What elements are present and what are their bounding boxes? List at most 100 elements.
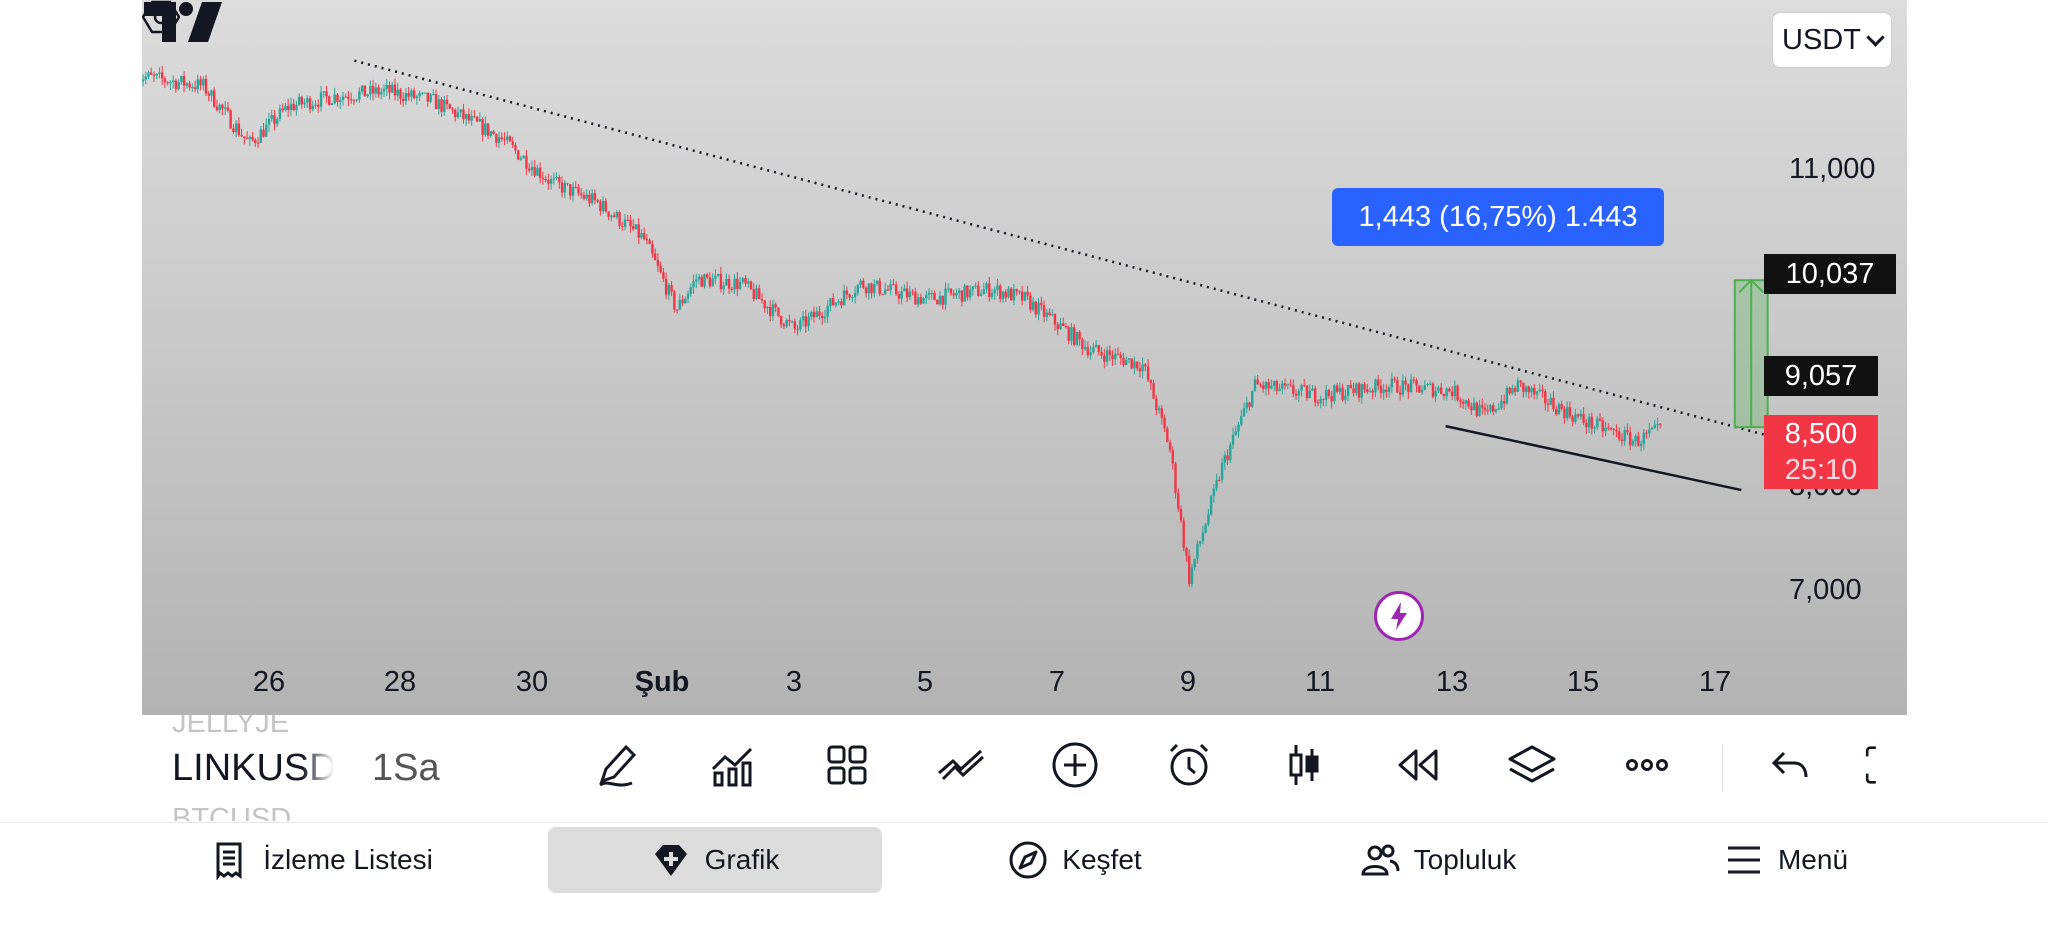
candle-body [840,301,843,306]
draw-pen-icon[interactable] [588,735,648,795]
candle-body [1135,361,1139,369]
candle-body [730,288,734,290]
candle-body [834,302,838,306]
candle-body [295,104,298,111]
candle-body [651,244,654,254]
undo-icon[interactable] [1760,735,1820,795]
candle-body [1453,385,1457,397]
measure-tool-label[interactable]: 1,443 (16,75%) 1.443 [1332,188,1664,246]
candle-body [297,96,301,105]
candle-body [812,311,816,318]
candle-body [256,142,260,144]
candle-body [1470,406,1473,411]
candle-body [1259,384,1262,386]
candle-body [1215,479,1218,489]
candle-body [1144,364,1147,367]
candle-body [1218,479,1221,481]
candle-body [1338,387,1342,392]
candle-body [1327,390,1331,397]
candle-body [434,94,438,110]
candle-body [1508,387,1511,394]
drawing-tools-icon[interactable] [931,735,991,795]
candle-body [689,287,692,294]
interval-selector[interactable]: 1Sa [372,747,440,789]
candle-body [1541,389,1544,392]
candle-body [903,288,906,292]
candle-body [278,108,282,119]
candle-body [223,107,227,109]
candle-body [960,290,964,302]
candle-body [451,108,454,110]
candle-body [1029,295,1032,310]
replay-icon[interactable] [1388,735,1448,795]
candle-body [328,96,331,105]
candle-body [610,215,613,217]
templates-grid-icon[interactable] [817,735,877,795]
candle-body [1018,291,1021,293]
candle-body [1193,558,1196,568]
candle-body [722,285,725,290]
candle-body [766,306,769,309]
candle-body [497,137,501,143]
candle-body [349,99,353,101]
chart-icon [654,845,687,876]
candle-body [1094,345,1098,348]
nav-item-community[interactable]: Topluluk [1328,827,1548,893]
symbol-list-prev[interactable]: JELLYJE [172,715,290,739]
candle-body [289,103,293,110]
currency-selector[interactable]: USDT [1772,12,1892,68]
chart-canvas[interactable] [142,0,1907,715]
candle-body [643,233,646,239]
candle-body [752,289,755,300]
candle-body [473,116,476,118]
candle-body [1409,379,1413,393]
indicators-icon[interactable] [703,735,763,795]
candle-body [207,93,210,96]
candle-body [955,293,958,296]
candle-body [1393,378,1396,380]
candle-body [401,98,405,102]
candle-body [558,177,561,183]
candle-body [979,294,983,296]
symbol-name[interactable]: LINKUSDT [172,747,334,789]
fullscreen-icon[interactable] [1862,735,1907,795]
nav-item-chart[interactable]: Grafik [548,827,882,893]
candle-body [1656,423,1659,425]
candle-body [796,328,799,330]
more-icon[interactable] [1617,735,1677,795]
candle-body [1234,431,1237,435]
candle-body [777,307,780,316]
alert-icon[interactable] [1159,735,1219,795]
candle-body [612,215,616,218]
nav-item-explore[interactable]: Keşfet [975,827,1175,893]
candle-body [763,300,766,309]
candle-body [823,316,827,319]
nav-item-watchlist[interactable]: İzleme Listesi [190,827,452,893]
candle-body [747,281,750,284]
candle-body [234,123,238,133]
candle-body [889,284,892,291]
candle-body [911,291,914,293]
candle-body [785,320,788,327]
x-axis-label: 9 [1179,666,1197,698]
candle-body [552,178,556,180]
candle-body [968,289,972,298]
nav-item-menu[interactable]: Menü [1706,827,1866,893]
x-axis-label: 11 [1304,666,1336,698]
candle-body [1190,567,1194,585]
candle-body [1070,327,1073,341]
candle-body [541,177,545,179]
flash-icon[interactable] [1374,591,1424,641]
candle-body [826,306,829,317]
candle-type-icon[interactable] [1274,735,1334,795]
symbol-list-next[interactable]: BTCUSD [172,803,292,821]
price-chart[interactable]: USDT 11,000 8,000 7,000 1,443 (16,75%) 1… [142,0,1907,715]
layers-icon[interactable] [1502,735,1562,795]
candle-body [344,96,347,98]
candle-body [1204,524,1207,533]
candle-body [423,92,427,94]
candle-body [530,166,534,171]
add-icon[interactable] [1045,735,1105,795]
candle-body [410,90,413,97]
candle-body [1360,384,1363,398]
